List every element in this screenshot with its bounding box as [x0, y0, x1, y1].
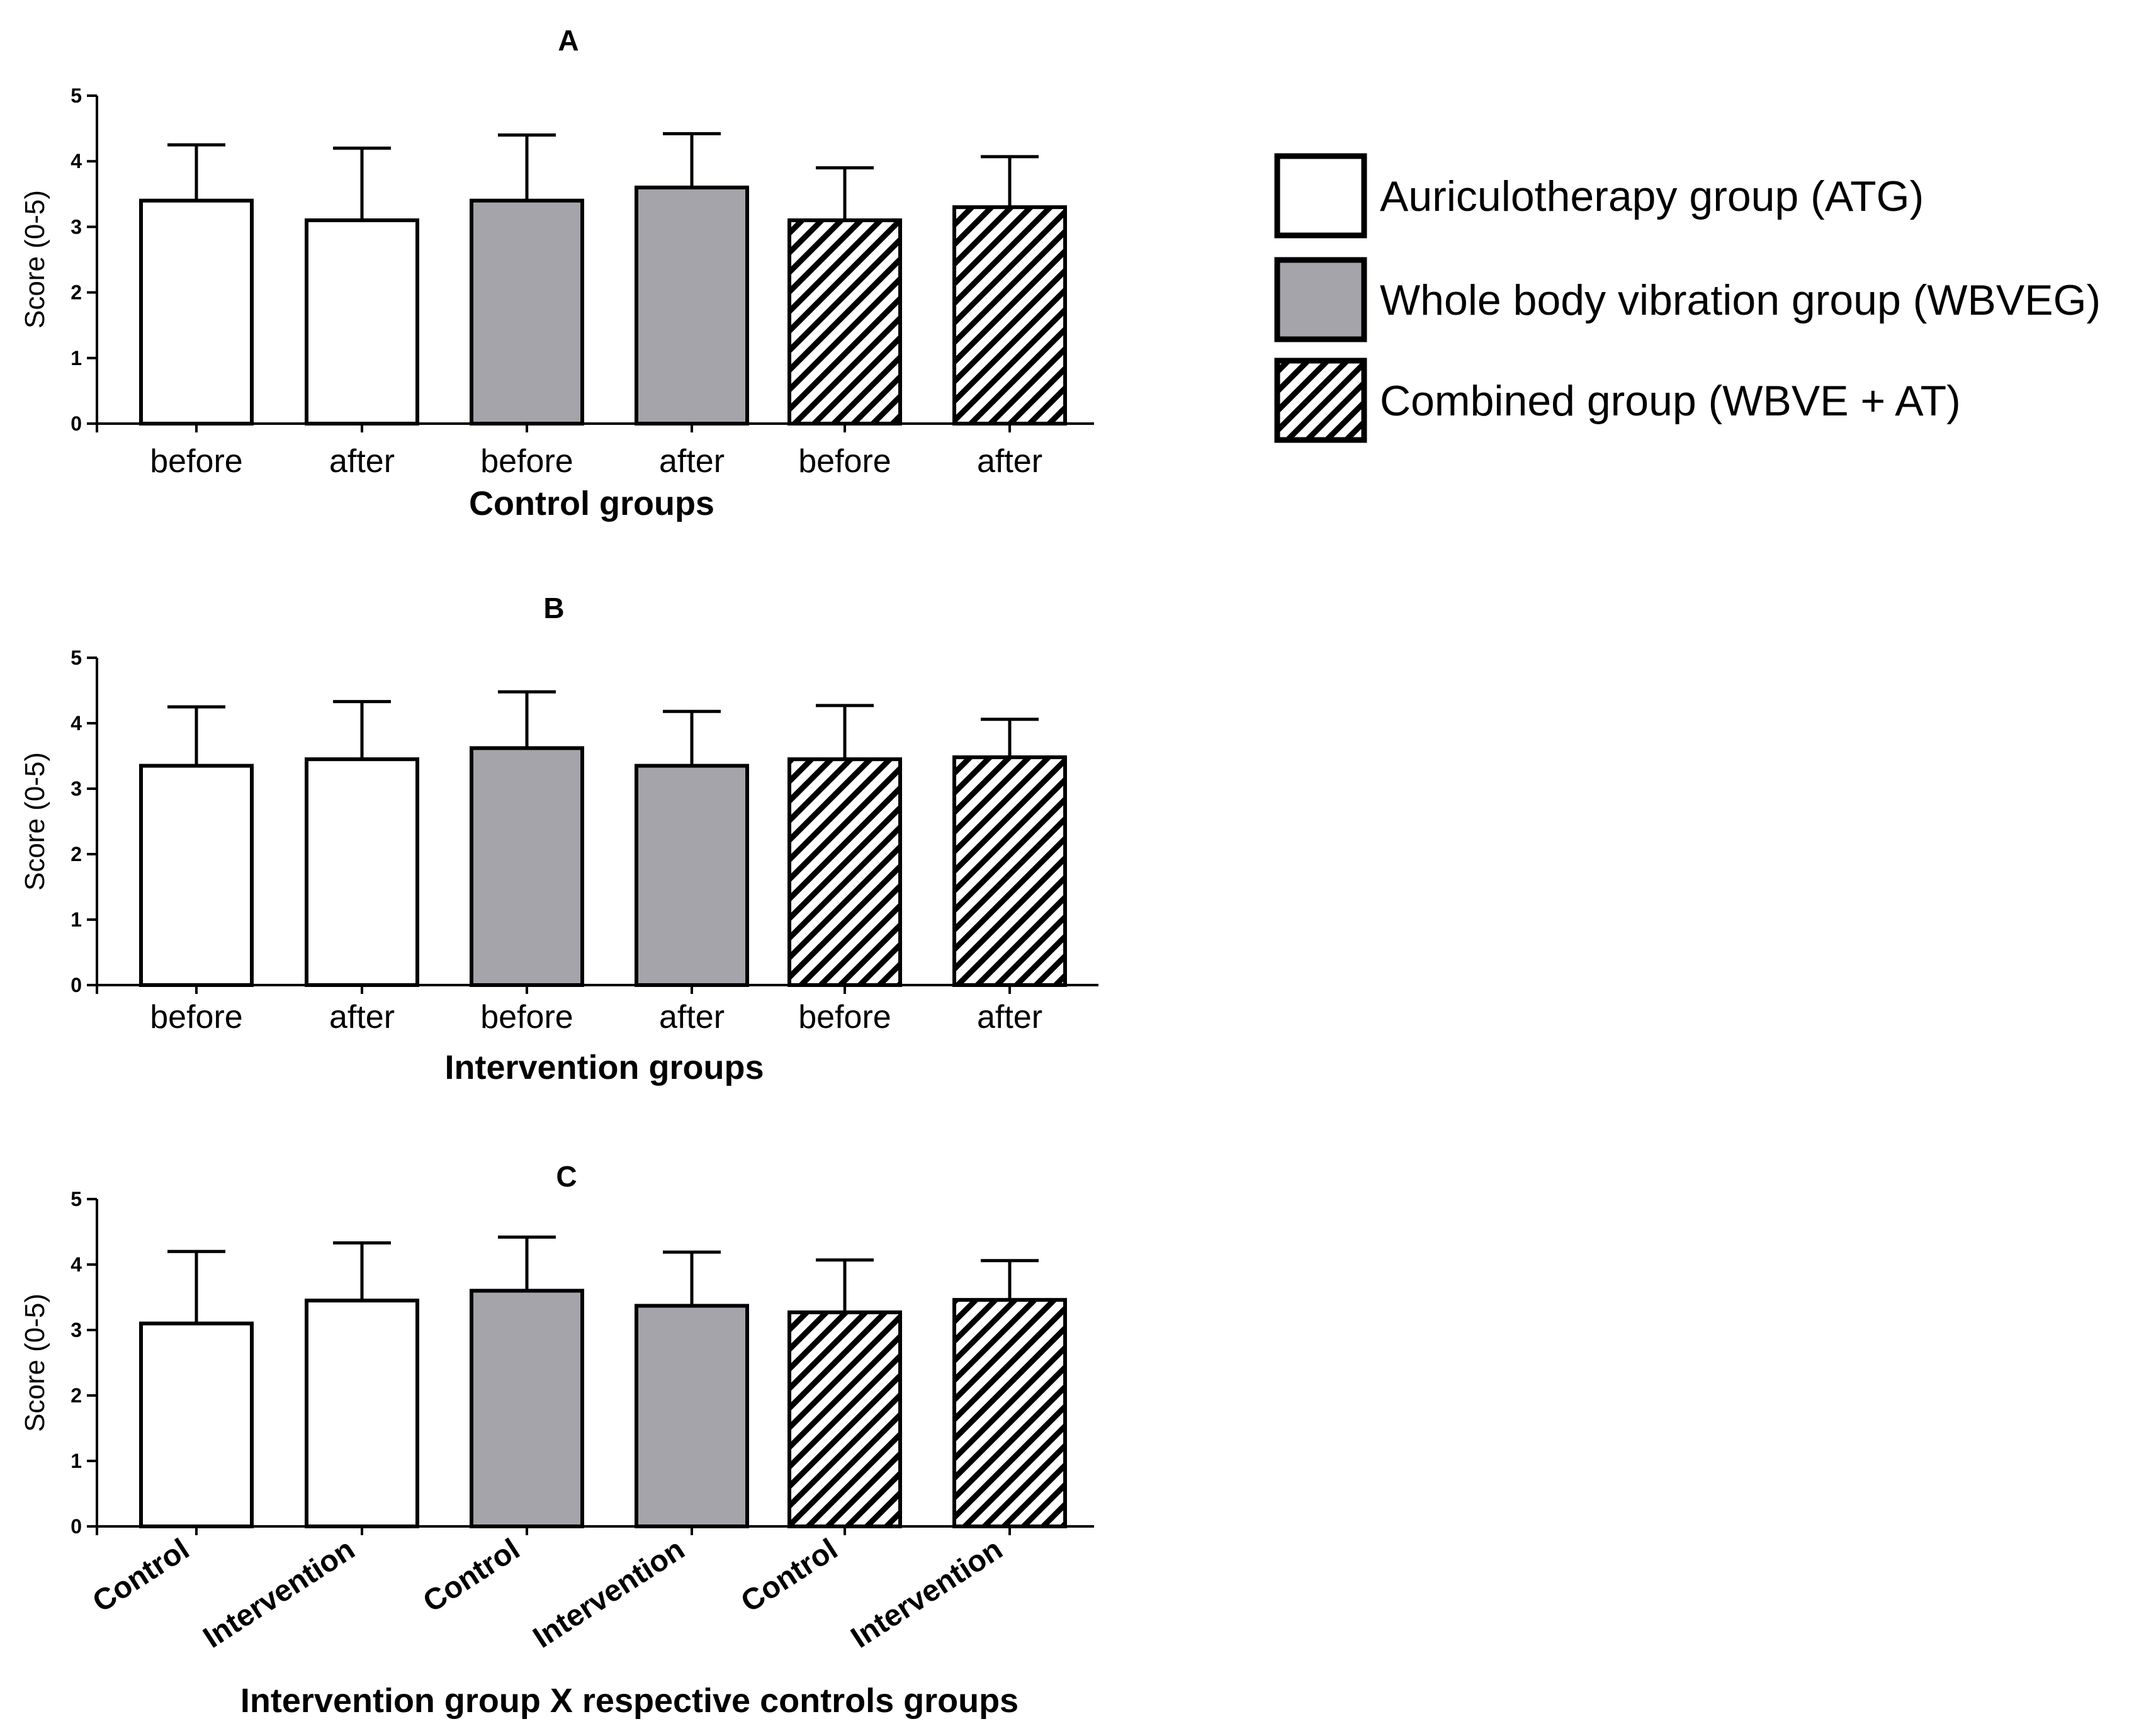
legend-swatch — [1274, 358, 1367, 443]
bar — [139, 1321, 254, 1529]
y-tick-label: 0 — [71, 412, 82, 435]
y-tick-label: 3 — [71, 1319, 82, 1341]
bar — [635, 764, 749, 987]
bar — [470, 746, 584, 988]
legend-label: Auriculotherapy group (ATG) — [1380, 172, 1924, 220]
y-tick-label: 5 — [71, 646, 82, 669]
legend-swatch — [1274, 257, 1367, 342]
bar — [305, 1299, 419, 1528]
y-tick-label: 3 — [71, 777, 82, 800]
y-tick-label: 0 — [71, 1515, 82, 1538]
x-tick-label: Control — [87, 1533, 195, 1619]
y-tick-label: 0 — [71, 974, 82, 996]
bar — [952, 205, 1067, 426]
chart-panel-b: B Score (0-5) 0 1 2 3 4 5 before after before after… — [20, 592, 1098, 1086]
y-tick-label: 2 — [71, 1384, 82, 1407]
x-tick-label: after — [977, 999, 1042, 1035]
x-tick-label: Control — [735, 1533, 844, 1619]
x-tick-label: Intervention — [528, 1533, 691, 1655]
x-tick-label: before — [150, 999, 242, 1035]
bar — [470, 1288, 584, 1529]
y-tick-label: 4 — [71, 712, 82, 735]
bar — [139, 198, 254, 426]
panel-title: B — [543, 592, 564, 624]
x-tick-label: before — [480, 443, 573, 480]
legend-swatch — [1274, 153, 1367, 239]
x-tick-label: after — [329, 999, 395, 1035]
x-tick-label: before — [150, 443, 242, 480]
x-tick-label: after — [329, 443, 395, 480]
y-tick-label: 2 — [71, 281, 82, 304]
legend-item: Combined group (WBVE + AT) — [1274, 358, 1961, 443]
y-tick-label: 4 — [71, 150, 82, 172]
x-axis-label: Intervention group X respective controls… — [240, 1682, 1019, 1720]
bar — [952, 1298, 1067, 1528]
x-axis-label: Control groups — [469, 485, 714, 522]
x-tick-label: before — [798, 999, 891, 1035]
x-axis-label: Intervention groups — [444, 1049, 764, 1086]
y-tick-label: 5 — [71, 84, 82, 107]
bar — [952, 755, 1067, 987]
y-tick-label: 1 — [71, 1450, 82, 1472]
y-axis-label: Score (0-5) — [20, 752, 50, 891]
legend-label: Combined group (WBVE + AT) — [1380, 377, 1961, 425]
bar — [470, 198, 584, 426]
legend-label: Whole body vibration group (WBVEG) — [1380, 276, 2101, 324]
bar — [787, 1310, 902, 1528]
y-tick-label: 2 — [71, 843, 82, 865]
legend: Auriculotherapy group (ATG) Whole body vi… — [1274, 153, 2101, 443]
bar — [787, 757, 902, 987]
bar — [635, 1304, 749, 1529]
x-tick-label: after — [659, 999, 725, 1035]
y-tick-label: 1 — [71, 908, 82, 931]
bar — [787, 218, 902, 426]
x-tick-label: before — [480, 999, 573, 1035]
legend-item: Auriculotherapy group (ATG) — [1274, 153, 1924, 239]
y-axis-label: Score (0-5) — [20, 190, 50, 329]
bar — [305, 218, 419, 426]
y-tick-label: 3 — [71, 215, 82, 238]
panel-title: A — [558, 24, 579, 57]
y-tick-label: 4 — [71, 1253, 82, 1276]
x-tick-label: after — [659, 443, 725, 480]
x-tick-label: Control — [417, 1533, 526, 1619]
y-tick-label: 1 — [71, 347, 82, 369]
bar — [139, 764, 254, 987]
panel-title: C — [556, 1160, 577, 1193]
bar — [635, 185, 749, 426]
x-tick-label: Intervention — [198, 1533, 361, 1655]
x-tick-label: before — [798, 443, 891, 480]
bar — [305, 757, 419, 987]
y-axis-label: Score (0-5) — [20, 1294, 50, 1432]
x-tick-label: after — [977, 443, 1042, 480]
y-tick-label: 5 — [71, 1188, 82, 1210]
legend-item: Whole body vibration group (WBVEG) — [1274, 257, 2101, 342]
x-tick-label: Intervention — [845, 1533, 1008, 1655]
chart-panel-a: A Score (0-5) 0 1 2 3 4 5 before after before after… — [20, 24, 1094, 522]
